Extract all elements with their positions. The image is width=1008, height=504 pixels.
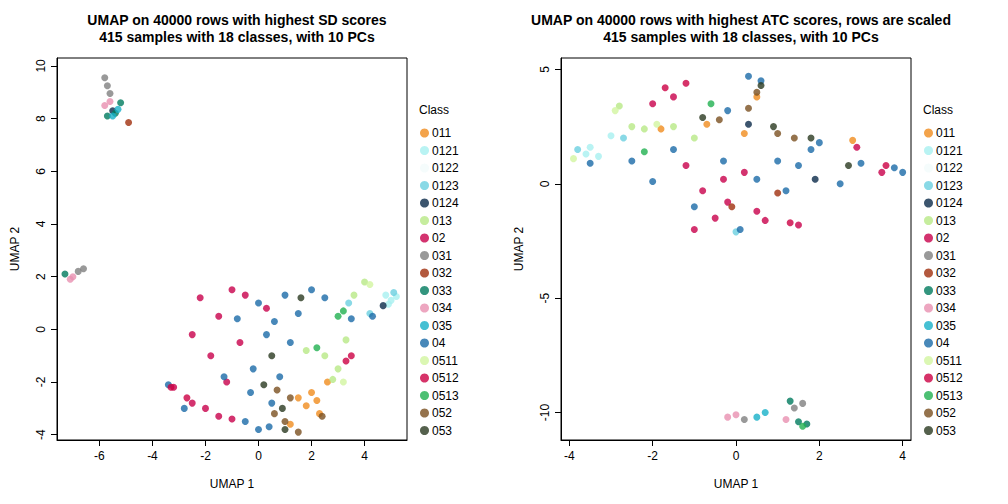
svg-text:-4: -4	[147, 449, 158, 463]
svg-text:4: 4	[899, 449, 906, 463]
svg-text:02: 02	[936, 231, 950, 245]
svg-text:UMAP 2: UMAP 2	[512, 226, 526, 271]
svg-text:UMAP on 40000 rows with highes: UMAP on 40000 rows with highest SD score…	[87, 12, 386, 28]
svg-text:0513: 0513	[936, 389, 963, 403]
svg-text:011: 011	[936, 126, 955, 140]
svg-text:6: 6	[34, 168, 48, 175]
svg-text:5: 5	[538, 66, 552, 73]
svg-text:035: 035	[936, 319, 956, 333]
svg-text:053: 053	[936, 424, 956, 438]
svg-text:-2: -2	[200, 449, 211, 463]
svg-text:-4: -4	[34, 429, 48, 440]
svg-text:013: 013	[936, 214, 956, 228]
svg-text:0123: 0123	[936, 179, 963, 193]
svg-text:04: 04	[936, 336, 950, 350]
svg-text:035: 035	[432, 319, 452, 333]
svg-text:UMAP on 40000 rows with highes: UMAP on 40000 rows with highest ATC scor…	[531, 12, 951, 28]
svg-text:Class: Class	[419, 103, 449, 117]
svg-text:0: 0	[34, 326, 48, 333]
svg-text:-4: -4	[564, 449, 575, 463]
svg-text:-10: -10	[538, 404, 552, 422]
svg-text:UMAP 1: UMAP 1	[714, 477, 759, 491]
svg-text:011: 011	[432, 126, 451, 140]
svg-text:0511: 0511	[936, 354, 962, 368]
svg-text:013: 013	[432, 214, 452, 228]
svg-text:02: 02	[432, 231, 446, 245]
svg-text:0513: 0513	[432, 389, 459, 403]
svg-text:-5: -5	[538, 293, 552, 304]
svg-text:0121: 0121	[936, 144, 963, 158]
svg-text:033: 033	[432, 284, 452, 298]
svg-text:4: 4	[34, 220, 48, 227]
svg-text:034: 034	[936, 301, 956, 315]
svg-text:053: 053	[432, 424, 452, 438]
svg-text:0: 0	[255, 449, 262, 463]
svg-text:10: 10	[34, 59, 48, 73]
svg-text:031: 031	[936, 249, 956, 263]
svg-text:0124: 0124	[432, 196, 459, 210]
svg-text:04: 04	[432, 336, 446, 350]
svg-text:Class: Class	[923, 103, 953, 117]
svg-text:031: 031	[432, 249, 452, 263]
svg-text:UMAP 1: UMAP 1	[210, 477, 255, 491]
svg-text:-6: -6	[94, 449, 105, 463]
svg-text:0121: 0121	[432, 144, 459, 158]
svg-text:2: 2	[308, 449, 315, 463]
svg-text:034: 034	[432, 301, 452, 315]
svg-text:415 samples with 18 classes, w: 415 samples with 18 classes, with 10 PCs	[99, 29, 375, 45]
svg-text:415 samples with 18 classes, w: 415 samples with 18 classes, with 10 PCs	[603, 29, 879, 45]
svg-text:2: 2	[816, 449, 823, 463]
svg-text:0123: 0123	[432, 179, 459, 193]
svg-text:0511: 0511	[432, 354, 458, 368]
svg-text:0122: 0122	[936, 161, 963, 175]
svg-text:0512: 0512	[936, 371, 963, 385]
svg-text:2: 2	[34, 273, 48, 280]
svg-text:0512: 0512	[432, 371, 459, 385]
svg-text:0124: 0124	[936, 196, 963, 210]
svg-text:0: 0	[733, 449, 740, 463]
svg-text:052: 052	[936, 406, 956, 420]
svg-text:032: 032	[432, 266, 452, 280]
svg-text:032: 032	[936, 266, 956, 280]
svg-text:-2: -2	[34, 376, 48, 387]
svg-text:0122: 0122	[432, 161, 459, 175]
svg-text:8: 8	[34, 115, 48, 122]
svg-text:052: 052	[432, 406, 452, 420]
svg-text:UMAP 2: UMAP 2	[8, 226, 22, 271]
svg-text:033: 033	[936, 284, 956, 298]
svg-text:0: 0	[538, 180, 552, 187]
svg-text:-2: -2	[647, 449, 658, 463]
svg-text:4: 4	[361, 449, 368, 463]
